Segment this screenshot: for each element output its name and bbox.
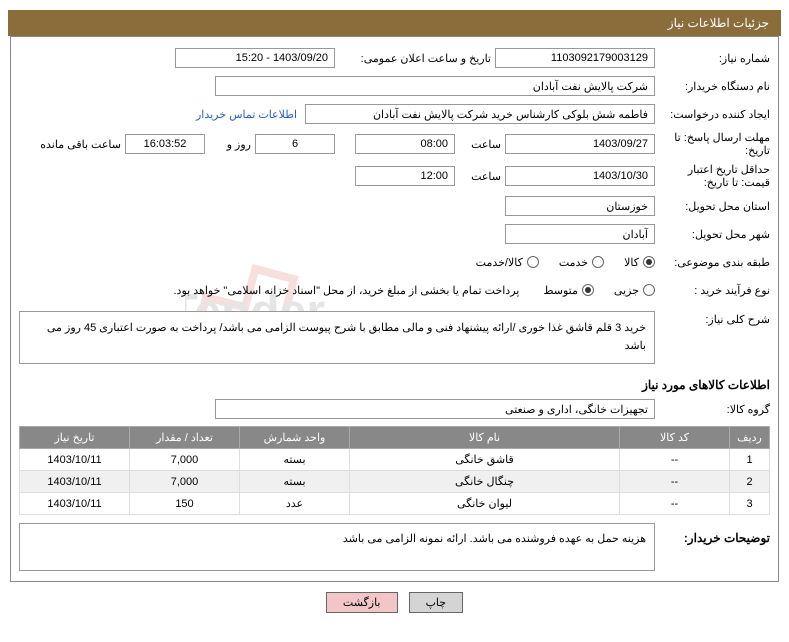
buyer-org-label: نام دستگاه خریدار: — [655, 80, 770, 93]
summary-box: خرید 3 قلم قاشق غذا خوری /ارائه پیشنهاد … — [19, 311, 655, 364]
panel-header: جزئیات اطلاعات نیاز — [8, 10, 781, 36]
cell-name: قاشق خانگی — [350, 449, 620, 471]
cell-unit: بسته — [240, 471, 350, 493]
cell-unit: عدد — [240, 493, 350, 515]
cell-unit: بسته — [240, 449, 350, 471]
button-row: چاپ بازگشت — [0, 592, 789, 613]
need-no-field: 1103092179003129 — [495, 48, 655, 68]
back-button[interactable]: بازگشت — [326, 592, 398, 613]
city-field: آبادان — [505, 224, 655, 244]
cell-idx: 1 — [730, 449, 770, 471]
cell-date: 1403/10/11 — [20, 449, 130, 471]
panel-title: جزئیات اطلاعات نیاز — [668, 16, 769, 30]
countdown-field: 16:03:52 — [125, 134, 205, 154]
group-field: تجهیزات خانگی، اداری و صنعتی — [215, 399, 655, 419]
th-name: نام کالا — [350, 427, 620, 449]
cell-name: چنگال خانگی — [350, 471, 620, 493]
th-unit: واحد شمارش — [240, 427, 350, 449]
cell-code: -- — [620, 449, 730, 471]
deadline-date-field: 1403/09/27 — [505, 134, 655, 154]
buyer-notes-label: توضیحات خریدار: — [655, 523, 770, 545]
cell-qty: 7,000 — [130, 449, 240, 471]
city-label: شهر محل تحویل: — [655, 228, 770, 241]
items-table: ردیف کد کالا نام کالا واحد شمارش تعداد /… — [19, 426, 770, 515]
radio-both[interactable] — [527, 256, 539, 268]
content-panel: AriaTender شماره نیاز: 1103092179003129 … — [10, 36, 779, 582]
radio-both-label: کالا/خدمت — [476, 256, 523, 269]
radio-medium-label: متوسط — [543, 284, 578, 297]
radio-goods-label: کالا — [624, 256, 639, 269]
need-no-label: شماره نیاز: — [655, 52, 770, 65]
summary-label: شرح کلی نیاز: — [655, 307, 770, 326]
validity-label: حداقل تاریخ اعتبار قیمت: تا تاریخ: — [655, 163, 770, 189]
time-label-1: ساعت — [455, 138, 505, 151]
requester-label: ایجاد کننده درخواست: — [655, 108, 770, 121]
buyer-contact-link[interactable]: اطلاعات تماس خریدار — [196, 108, 297, 121]
radio-small-label: جزیی — [614, 284, 639, 297]
time-label-2: ساعت — [455, 170, 505, 183]
radio-goods[interactable] — [643, 256, 655, 268]
process-radio-group: جزیی متوسط — [543, 284, 655, 297]
requester-field: فاطمه شش بلوکی کارشناس خرید شرکت پالایش … — [305, 104, 655, 124]
th-code: کد کالا — [620, 427, 730, 449]
table-row: 3--لیوان خانگیعدد1501403/10/11 — [20, 493, 770, 515]
announce-field: 1403/09/20 - 15:20 — [175, 48, 335, 68]
validity-date-field: 1403/10/30 — [505, 166, 655, 186]
radio-service[interactable] — [592, 256, 604, 268]
cell-name: لیوان خانگی — [350, 493, 620, 515]
cell-idx: 2 — [730, 471, 770, 493]
cell-date: 1403/10/11 — [20, 471, 130, 493]
cell-qty: 150 — [130, 493, 240, 515]
buyer-notes-box: هزینه حمل به عهده فروشنده می باشد. ارائه… — [19, 523, 655, 571]
cell-code: -- — [620, 493, 730, 515]
days-label: روز و — [205, 138, 255, 151]
items-section-title: اطلاعات کالاهای مورد نیاز — [19, 378, 770, 392]
th-qty: تعداد / مقدار — [130, 427, 240, 449]
deadline-label: مهلت ارسال پاسخ: تا تاریخ: — [655, 131, 770, 157]
cell-qty: 7,000 — [130, 471, 240, 493]
cell-date: 1403/10/11 — [20, 493, 130, 515]
province-label: استان محل تحویل: — [655, 200, 770, 213]
radio-small[interactable] — [643, 284, 655, 296]
print-button[interactable]: چاپ — [409, 592, 464, 613]
province-field: خوزستان — [505, 196, 655, 216]
cell-code: -- — [620, 471, 730, 493]
table-row: 2--چنگال خانگیبسته7,0001403/10/11 — [20, 471, 770, 493]
buyer-org-field: شرکت پالایش نفت آبادان — [215, 76, 655, 96]
announce-label: تاریخ و ساعت اعلان عمومی: — [335, 52, 495, 65]
validity-time-field: 12:00 — [355, 166, 455, 186]
remain-label: ساعت باقی مانده — [35, 138, 125, 151]
radio-medium[interactable] — [582, 284, 594, 296]
deadline-time-field: 08:00 — [355, 134, 455, 154]
th-date: تاریخ نیاز — [20, 427, 130, 449]
process-label: نوع فرآیند خرید : — [655, 284, 770, 297]
category-label: طبقه بندی موضوعی: — [655, 256, 770, 269]
cell-idx: 3 — [730, 493, 770, 515]
days-field: 6 — [255, 134, 335, 154]
process-note: پرداخت تمام یا بخشی از مبلغ خرید، از محل… — [174, 284, 524, 297]
group-label: گروه کالا: — [655, 403, 770, 416]
category-radio-group: کالا خدمت کالا/خدمت — [476, 256, 655, 269]
radio-service-label: خدمت — [559, 256, 588, 269]
th-idx: ردیف — [730, 427, 770, 449]
table-row: 1--قاشق خانگیبسته7,0001403/10/11 — [20, 449, 770, 471]
